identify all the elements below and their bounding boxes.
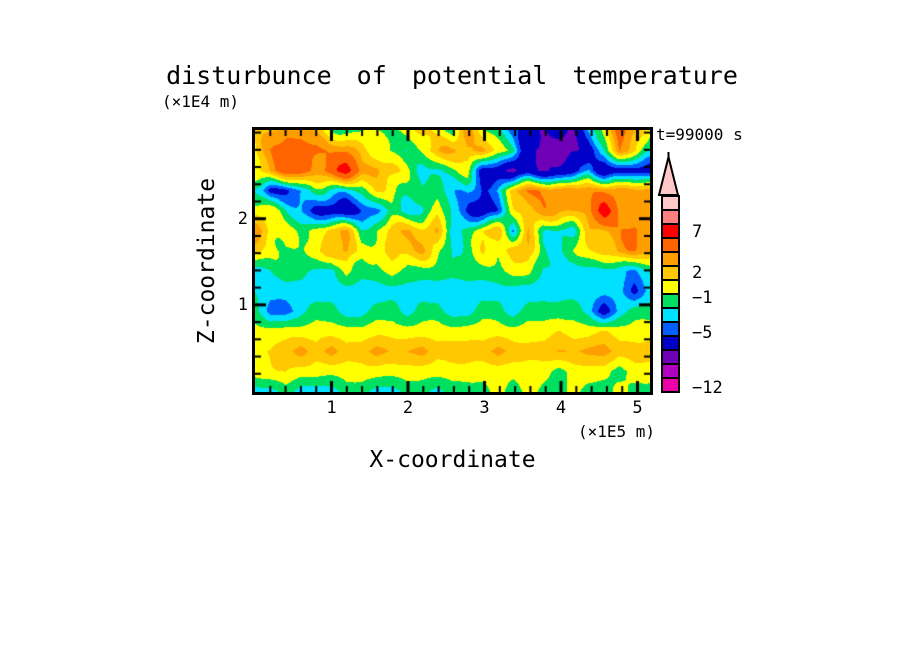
colorbar-segment: [663, 335, 678, 349]
colorbar-segment: [663, 265, 678, 279]
colorbar-segment: [663, 251, 678, 265]
colorbar-segment: [663, 197, 678, 209]
colorbar-segment: [663, 223, 678, 237]
colorbar-label: −1: [692, 287, 713, 308]
time-annotation: t=99000 s: [656, 125, 743, 144]
colorbar-segment: [663, 377, 678, 391]
z-tick-label: 2: [237, 208, 248, 229]
x-axis-unit-label: (×1E5 m): [577, 422, 655, 441]
contour-plot-canvas: [255, 130, 650, 392]
colorbar-segment: [663, 237, 678, 251]
colorbar-label: 7: [692, 221, 703, 242]
x-tick-label: 5: [632, 398, 643, 418]
colorbar: [661, 195, 680, 393]
y-axis-unit-label: (×1E4 m): [162, 92, 240, 111]
x-tick-label: 1: [326, 398, 337, 418]
x-tick-label: 4: [555, 398, 567, 418]
colorbar-segment: [663, 349, 678, 363]
z-axis-title: Z-coordinate: [194, 177, 220, 345]
colorbar-segment: [663, 279, 678, 293]
colorbar-segment: [663, 209, 678, 223]
colorbar-segment: [663, 363, 678, 377]
colorbar-label: −5: [692, 322, 713, 343]
x-axis-title: X-coordinate: [369, 447, 536, 473]
chart-title: disturbunce of potential temperature: [166, 61, 738, 90]
colorbar-segment: [663, 321, 678, 335]
colorbar-label: 2: [692, 263, 703, 284]
x-tick-label: 3: [479, 398, 490, 418]
x-tick-label: 2: [402, 398, 414, 418]
plot-frame: [252, 127, 653, 395]
colorbar-label: −12: [692, 378, 723, 399]
colorbar-segment: [663, 293, 678, 307]
z-tick-label: 1: [237, 294, 248, 315]
colorbar-segment: [663, 307, 678, 321]
colorbar-arrow-icon: [657, 152, 680, 196]
